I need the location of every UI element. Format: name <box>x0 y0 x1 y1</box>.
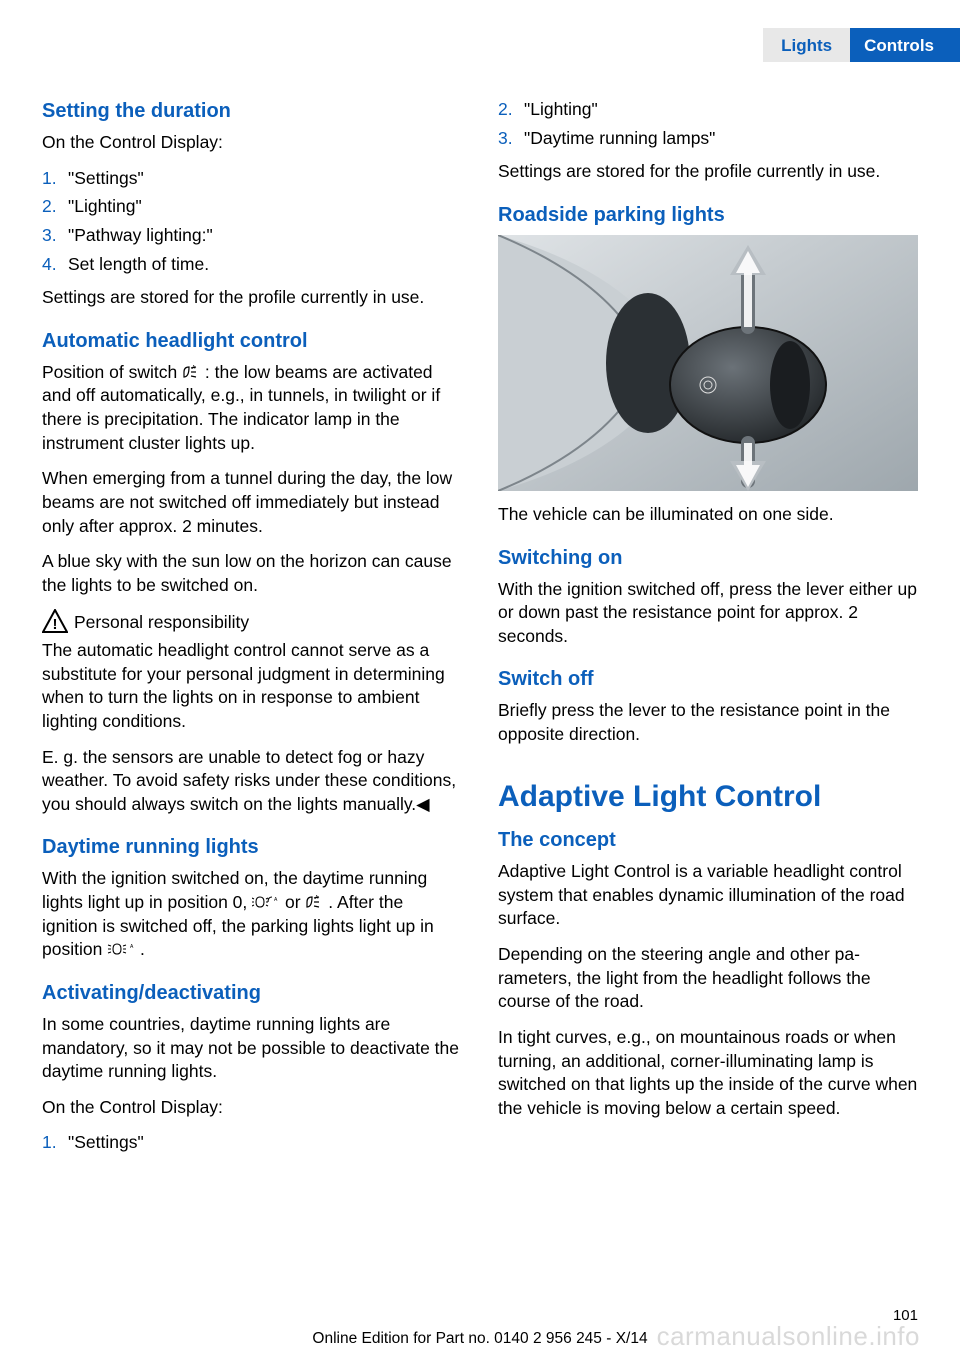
warning-icon: ! <box>42 609 68 633</box>
list-item: 1."Settings" <box>42 167 462 191</box>
svg-text:A: A <box>192 365 196 371</box>
list-item: 4.Set length of time. <box>42 253 462 277</box>
heading-daytime: Daytime running lights <box>42 834 462 861</box>
list-item: 1."Settings" <box>42 1131 462 1155</box>
list-num: 1. <box>42 1131 68 1155</box>
text: On the Control Display: <box>42 1096 462 1120</box>
watermark: carmanualsonline.info <box>657 1321 920 1352</box>
auto-light-icon: A <box>182 363 200 381</box>
heading-concept: The concept <box>498 827 918 854</box>
list-text: "Daytime running lamps" <box>524 127 715 151</box>
text: Settings are stored for the profile curr… <box>42 286 462 310</box>
text: When emerging from a tunnel during the d… <box>42 467 462 538</box>
chapter-tab: Controls <box>850 28 960 62</box>
warning-title: Personal responsibility <box>74 612 249 632</box>
list-text: "Settings" <box>68 167 144 191</box>
list-item: 3."Pathway lighting:" <box>42 224 462 248</box>
list-num: 1. <box>42 167 68 191</box>
text: The vehicle can be illuminated on one si… <box>498 503 918 527</box>
warning-block: ! Personal responsibility <box>42 609 462 635</box>
text: In tight curves, e.g., on mountainous ro… <box>498 1026 918 1121</box>
text: In some countries, daytime running light… <box>42 1013 462 1084</box>
ordered-list: 1."Settings" 2."Lighting" 3."Pathway lig… <box>42 167 462 277</box>
list-text: "Lighting" <box>68 195 142 219</box>
text: Position of switch A : the low beams are… <box>42 361 462 456</box>
list-num: 3. <box>498 127 524 151</box>
text-fragment: . <box>135 939 145 959</box>
text-fragment: Position of switch <box>42 362 182 382</box>
parking-light-icon: A <box>107 940 135 958</box>
roadside-light-illustration <box>498 235 918 491</box>
list-item: 2."Lighting" <box>498 98 918 122</box>
list-text: "Settings" <box>68 1131 144 1155</box>
svg-text:A: A <box>274 897 278 903</box>
heading-setting-duration: Setting the duration <box>42 98 462 125</box>
ordered-list: 2."Lighting" 3."Daytime running lamps" <box>498 98 918 150</box>
heading-roadside: Roadside parking lights <box>498 202 918 229</box>
text: A blue sky with the sun low on the horiz… <box>42 550 462 597</box>
text: With the ignition switched off, press th… <box>498 578 918 649</box>
list-num: 4. <box>42 253 68 277</box>
text: Adaptive Light Control is a variable hea… <box>498 860 918 931</box>
header-tabs: Lights Controls <box>763 28 960 62</box>
list-num: 2. <box>498 98 524 122</box>
list-text: Set length of time. <box>68 253 209 277</box>
heading-activating: Activating/deactivating <box>42 980 462 1007</box>
heading-auto-headlight: Automatic headlight control <box>42 328 462 355</box>
ordered-list: 1."Settings" <box>42 1131 462 1155</box>
page-content: Setting the duration On the Control Disp… <box>42 98 918 1292</box>
heading-switch-off: Switch off <box>498 666 918 693</box>
svg-text:!: ! <box>53 616 58 633</box>
text: On the Control Display: <box>42 131 462 155</box>
svg-text:A: A <box>130 944 134 950</box>
list-item: 3."Daytime running lamps" <box>498 127 918 151</box>
text: E. g. the sensors are unable to detect f… <box>42 746 462 817</box>
text: Settings are stored for the profile curr… <box>498 160 918 184</box>
list-num: 3. <box>42 224 68 248</box>
section-tab: Lights <box>763 28 850 62</box>
heading-adaptive-light: Adaptive Light Control <box>498 777 918 818</box>
list-text: "Pathway lighting:" <box>68 224 213 248</box>
text: Depending on the steering angle and othe… <box>498 943 918 1014</box>
text: Briefly press the lever to the resistanc… <box>498 699 918 746</box>
heading-switching-on: Switching on <box>498 545 918 572</box>
svg-text:A: A <box>315 895 319 901</box>
text-fragment: or <box>280 892 305 912</box>
auto-light-icon: A <box>305 893 323 911</box>
list-item: 2."Lighting" <box>42 195 462 219</box>
parking-light-icon: A <box>252 893 280 911</box>
text: With the ignition switched on, the dayti… <box>42 867 462 962</box>
text: The automatic headlight control cannot s… <box>42 639 462 734</box>
list-num: 2. <box>42 195 68 219</box>
list-text: "Lighting" <box>524 98 598 122</box>
